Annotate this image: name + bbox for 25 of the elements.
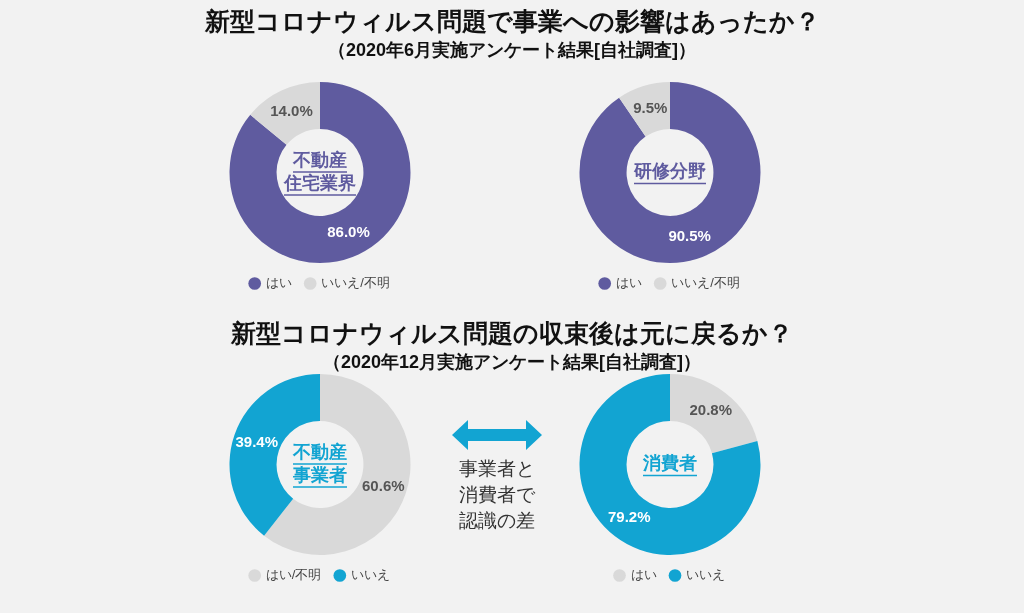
data-label: 39.4%: [235, 432, 278, 450]
data-label: 86.0%: [327, 223, 370, 241]
data-label: 9.5%: [633, 98, 668, 116]
text: 新型コロナウィルス問題で事業への影響はあったか？: [203, 7, 821, 37]
text: 事業者と消費者で認識の差: [458, 457, 536, 533]
legend-label: はい: [630, 567, 657, 583]
data-label: 60.6%: [362, 476, 405, 494]
legend-label: いいえ: [350, 567, 390, 583]
text: 消費者: [642, 453, 697, 474]
legend-label: はい/不明: [265, 567, 322, 583]
text: 不動産事業者: [292, 441, 347, 485]
legend-label: はい: [265, 275, 292, 291]
text: （2020年12月実施アンケート結果[自社調査]）: [321, 351, 703, 374]
data-label: 14.0%: [270, 102, 313, 120]
text: 研修分野: [633, 161, 706, 182]
legend-label: いいえ/不明: [671, 275, 740, 291]
data-label: 90.5%: [668, 226, 711, 244]
text: 不動産住宅業界: [283, 149, 356, 193]
text: （2020年6月実施アンケート結果[自社調査]）: [326, 39, 697, 62]
text: 新型コロナウィルス問題の収束後は元に戻るか？: [230, 319, 794, 349]
legend-label: はい: [615, 275, 642, 291]
legend-label: いいえ: [686, 567, 725, 583]
data-label: 20.8%: [689, 401, 732, 419]
data-label: 79.2%: [608, 507, 651, 525]
legend-label: いいえ/不明: [321, 275, 390, 291]
